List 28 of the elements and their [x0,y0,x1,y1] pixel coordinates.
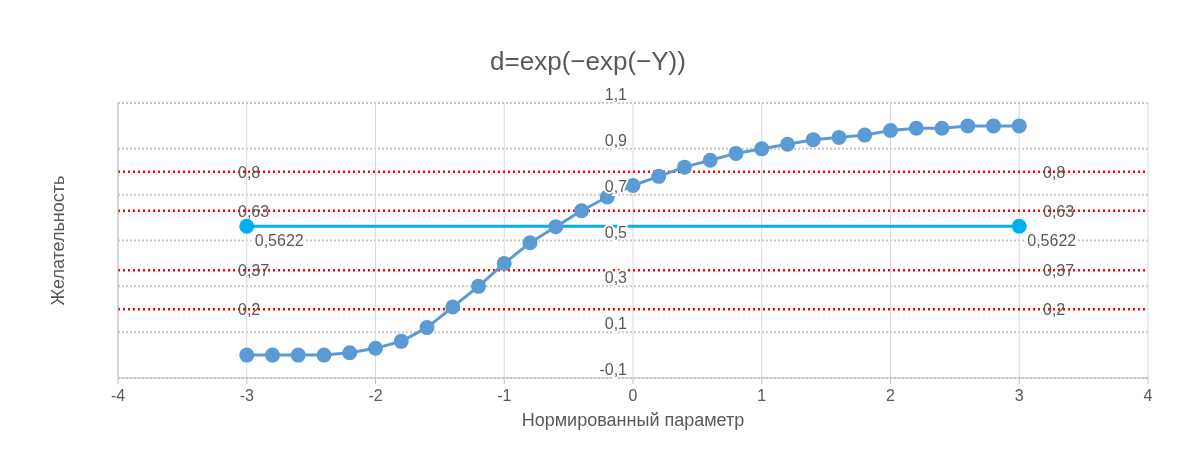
y-tick-label: 0,9 [604,131,628,149]
data-label: 0,5622 [1027,232,1077,250]
y-tick-label: 0,3 [604,269,628,287]
ref-line-label: 0,63 [238,202,270,220]
text: 0,8 [1043,163,1066,181]
data-label: 0,5622 [254,232,304,250]
x-tick-label: -1 [497,387,512,405]
x-tick-label: -2 [368,387,383,405]
x-tick-label: -4 [110,387,126,405]
text: 0,63 [1043,202,1075,220]
ref-line-label: 0,8 [238,163,261,181]
x-tick-label: 3 [1014,387,1024,405]
ref-line-label: 0,37 [238,262,270,280]
ref-line-label: 0,2 [238,301,261,319]
x-tick-label: 2 [886,387,896,405]
text: 0,37 [1043,262,1075,280]
y-tick-label: -0,1 [599,361,628,378]
x-tick-label: 4 [1143,387,1153,405]
y-axis-title: Желательность [48,175,69,306]
x-tick-label: -3 [239,387,254,405]
chart-title: d=exp(−exp(−Y)) [489,46,687,77]
y-tick-label: 0,5 [604,223,628,241]
x-axis-title: Нормированный параметр [521,410,745,430]
text: 0,2 [1043,301,1066,319]
y-tick-label: 1,1 [604,86,628,103]
y-tick-label: 0,1 [604,315,628,333]
x-tick-label: 0 [628,387,638,405]
x-tick-label: 1 [757,387,767,405]
